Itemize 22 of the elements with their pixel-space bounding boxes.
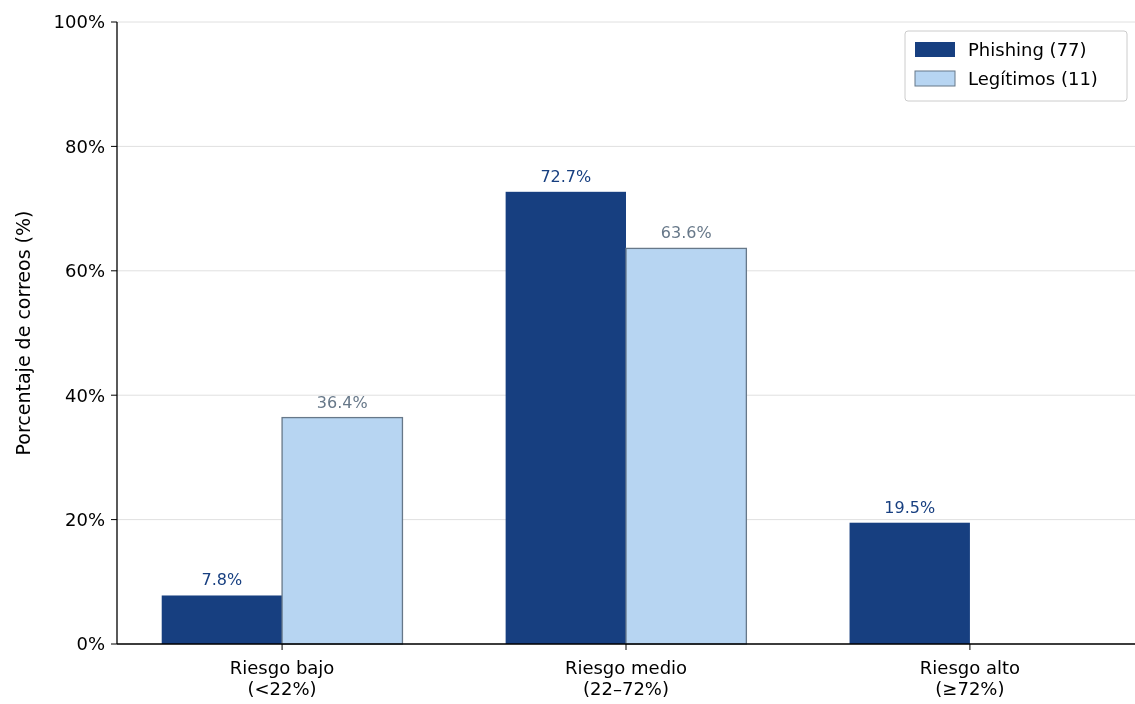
y-axis-title: Porcentaje de correos (%) (12, 210, 34, 456)
bar (161, 595, 283, 644)
y-tick-label: 40% (64, 384, 105, 406)
y-tick-label: 20% (64, 508, 105, 530)
legend-label: Phishing (77) (968, 39, 1087, 61)
y-tick-label: 80% (64, 135, 105, 157)
legend-label: Legítimos (11) (968, 68, 1098, 90)
y-tick-label: 60% (64, 260, 105, 282)
data-label: 19.5% (884, 497, 936, 517)
data-label: 7.8% (201, 570, 243, 590)
y-tick-label: 0% (76, 633, 105, 655)
data-label: 72.7% (540, 166, 592, 186)
x-tick-label: Riesgo medio (22–72%) (564, 657, 688, 699)
bar (849, 522, 970, 644)
bar (281, 416, 404, 645)
x-tick-label: Riesgo alto (≥72%) (919, 657, 1021, 699)
y-tick-label: 100% (53, 11, 105, 33)
bar (625, 247, 748, 645)
x-tick-label: Riesgo bajo (<22%) (229, 657, 335, 699)
data-label: 36.4% (316, 392, 368, 412)
data-label: 63.6% (660, 223, 712, 243)
bar (505, 191, 626, 644)
